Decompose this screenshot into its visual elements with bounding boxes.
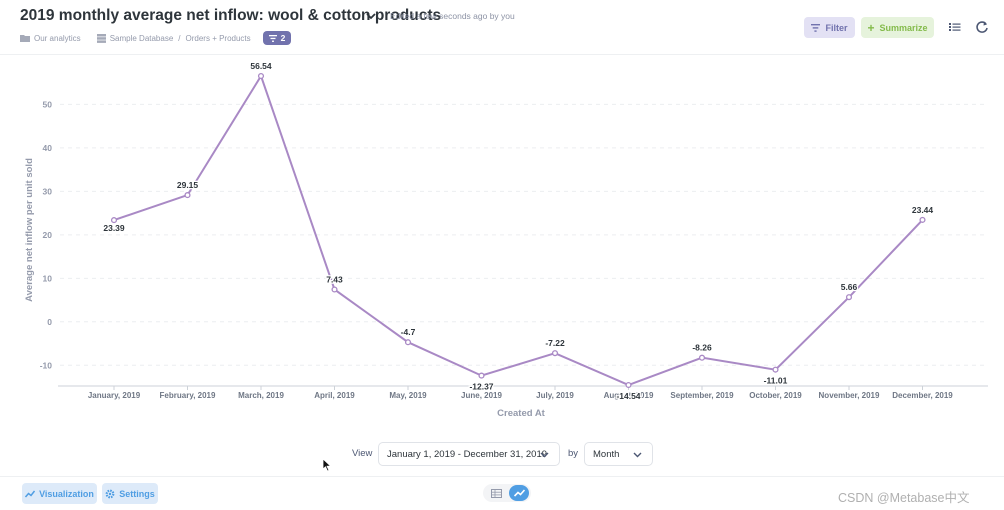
- data-label: 5.66: [841, 282, 858, 292]
- data-points: [110, 72, 926, 389]
- data-label: 23.44: [912, 205, 934, 215]
- data-point[interactable]: [551, 350, 559, 357]
- plus-icon: +: [867, 20, 875, 35]
- table-icon[interactable]: [487, 486, 505, 500]
- line-chart: 50 40 30 20 10 0 -10 January, 2019 February, 20…: [24, 60, 988, 419]
- filter-button-label: Filter: [825, 22, 848, 33]
- chevron-down-icon: [540, 452, 549, 458]
- chevron-down-icon[interactable]: [366, 11, 376, 21]
- refresh-icon[interactable]: [975, 20, 989, 34]
- data-point[interactable]: [257, 72, 265, 80]
- last-edited-info[interactable]: Edited a few seconds ago by you: [390, 11, 515, 21]
- breadcrumb-collection[interactable]: Our analytics: [34, 33, 81, 43]
- breadcrumb-separator: /: [178, 33, 181, 43]
- y-axis-ticks: 50 40 30 20 10 0 -10: [40, 99, 53, 370]
- date-range-value: January 1, 2019 - December 31, 2019: [387, 448, 548, 460]
- settings-button[interactable]: Settings: [102, 483, 158, 504]
- line-chart-icon: [25, 490, 36, 497]
- by-label: by: [568, 448, 579, 459]
- x-tick-label: March, 2019: [238, 391, 284, 400]
- x-axis-label: Created At: [497, 408, 546, 419]
- time-series-controls: View January 1, 2019 - December 31, 2019…: [0, 441, 1004, 467]
- question-title[interactable]: 2019 monthly average net inflow: wool & …: [20, 7, 442, 24]
- y-tick-label: 20: [43, 230, 53, 240]
- data-point[interactable]: [845, 294, 853, 301]
- data-point[interactable]: [331, 286, 338, 293]
- summarize-button-label: Summarize: [879, 22, 928, 33]
- x-tick-label: August, 2019: [604, 391, 654, 400]
- chevron-down-icon: [633, 452, 642, 458]
- granularity-value: Month: [593, 448, 620, 460]
- watermark: CSDN @Metabase中文: [838, 491, 970, 505]
- visualization-button[interactable]: Visualization: [22, 483, 97, 504]
- filter-icon: [811, 23, 821, 32]
- question-header: 2019 monthly average net inflow: wool & …: [0, 0, 1004, 55]
- y-tick-label: 40: [43, 143, 53, 153]
- mouse-cursor-icon: [322, 458, 332, 472]
- filter-count: 2: [280, 33, 286, 43]
- data-label: 23.39: [103, 223, 125, 233]
- view-label: View: [352, 448, 373, 459]
- x-tick-label: July, 2019: [536, 391, 574, 400]
- data-labels: 23.39 29.15 56.54 7.43 -4.7 -12.37 -7.22 -14.54…: [102, 60, 935, 403]
- y-axis-label: Average net inflow per unit sold: [24, 158, 35, 302]
- data-label: -8.26: [692, 343, 712, 353]
- x-tick-label: October, 2019: [749, 391, 802, 400]
- y-tick-label: 10: [43, 273, 53, 283]
- data-label: -4.7: [401, 327, 416, 337]
- footer-bar: Visualization Settings: [0, 476, 1004, 510]
- data-label: 7.43: [326, 274, 343, 284]
- gear-icon: [105, 489, 115, 498]
- data-label: -14.54: [616, 391, 640, 401]
- data-label: -12.37: [469, 382, 493, 392]
- y-tick-label: -10: [40, 360, 53, 370]
- x-tick-label: November, 2019: [819, 391, 880, 400]
- filter-icon: [268, 34, 277, 42]
- summarize-button[interactable]: + Summarize: [861, 17, 934, 38]
- y-tick-label: 30: [43, 186, 53, 196]
- x-tick-label: May, 2019: [389, 391, 427, 400]
- data-point[interactable]: [478, 372, 485, 379]
- data-label: -7.22: [545, 338, 565, 348]
- folder-icon: [20, 35, 30, 42]
- filter-button[interactable]: Filter: [804, 17, 855, 38]
- breadcrumb-table[interactable]: Orders + Products: [185, 33, 251, 43]
- data-point[interactable]: [919, 216, 926, 223]
- x-tick-label: December, 2019: [892, 391, 953, 400]
- x-tick-label: April, 2019: [314, 391, 355, 400]
- x-axis-ticks: January, 2019 February, 2019 March, 2019 Ap…: [88, 386, 953, 400]
- y-tick-label: 0: [47, 317, 52, 327]
- breadcrumb-database[interactable]: Sample Database: [109, 33, 174, 43]
- data-label: -11.01: [764, 376, 788, 386]
- grid-lines: [60, 103, 988, 366]
- data-point[interactable]: [184, 192, 191, 199]
- granularity-select[interactable]: Month: [584, 442, 653, 466]
- notebook-editor-icon[interactable]: [948, 20, 962, 34]
- x-tick-label: September, 2019: [670, 391, 734, 400]
- series-line: [113, 73, 924, 387]
- filter-count-badge[interactable]: 2: [262, 31, 292, 45]
- line-chart-icon[interactable]: [509, 485, 529, 501]
- x-tick-label: February, 2019: [160, 391, 216, 400]
- y-tick-label: 50: [43, 99, 53, 109]
- breadcrumb: Our analytics Sample Database / Orders +…: [20, 31, 292, 45]
- visualization-button-label: Visualization: [39, 488, 94, 499]
- data-point[interactable]: [625, 381, 632, 389]
- database-icon: [96, 33, 106, 43]
- data-point[interactable]: [404, 339, 412, 346]
- data-point[interactable]: [698, 354, 706, 361]
- x-tick-label: January, 2019: [88, 391, 141, 400]
- data-point[interactable]: [772, 366, 779, 373]
- date-range-select[interactable]: January 1, 2019 - December 31, 2019: [378, 442, 560, 466]
- display-toggle[interactable]: [483, 484, 531, 502]
- data-point[interactable]: [110, 217, 118, 224]
- data-label: 29.15: [177, 180, 199, 190]
- data-label: 56.54: [250, 61, 272, 71]
- x-tick-label: June, 2019: [461, 391, 502, 400]
- settings-button-label: Settings: [119, 488, 155, 499]
